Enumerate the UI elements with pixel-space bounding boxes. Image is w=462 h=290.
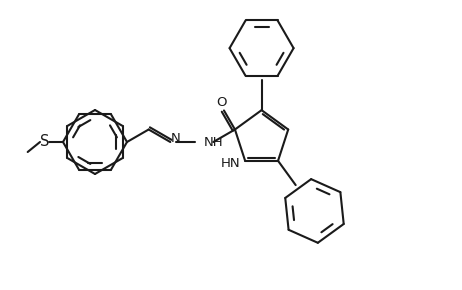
Text: O: O (217, 96, 227, 109)
Text: NH: NH (203, 135, 223, 148)
Text: S: S (40, 135, 50, 150)
Text: HN: HN (220, 157, 240, 170)
Text: N: N (170, 133, 180, 146)
